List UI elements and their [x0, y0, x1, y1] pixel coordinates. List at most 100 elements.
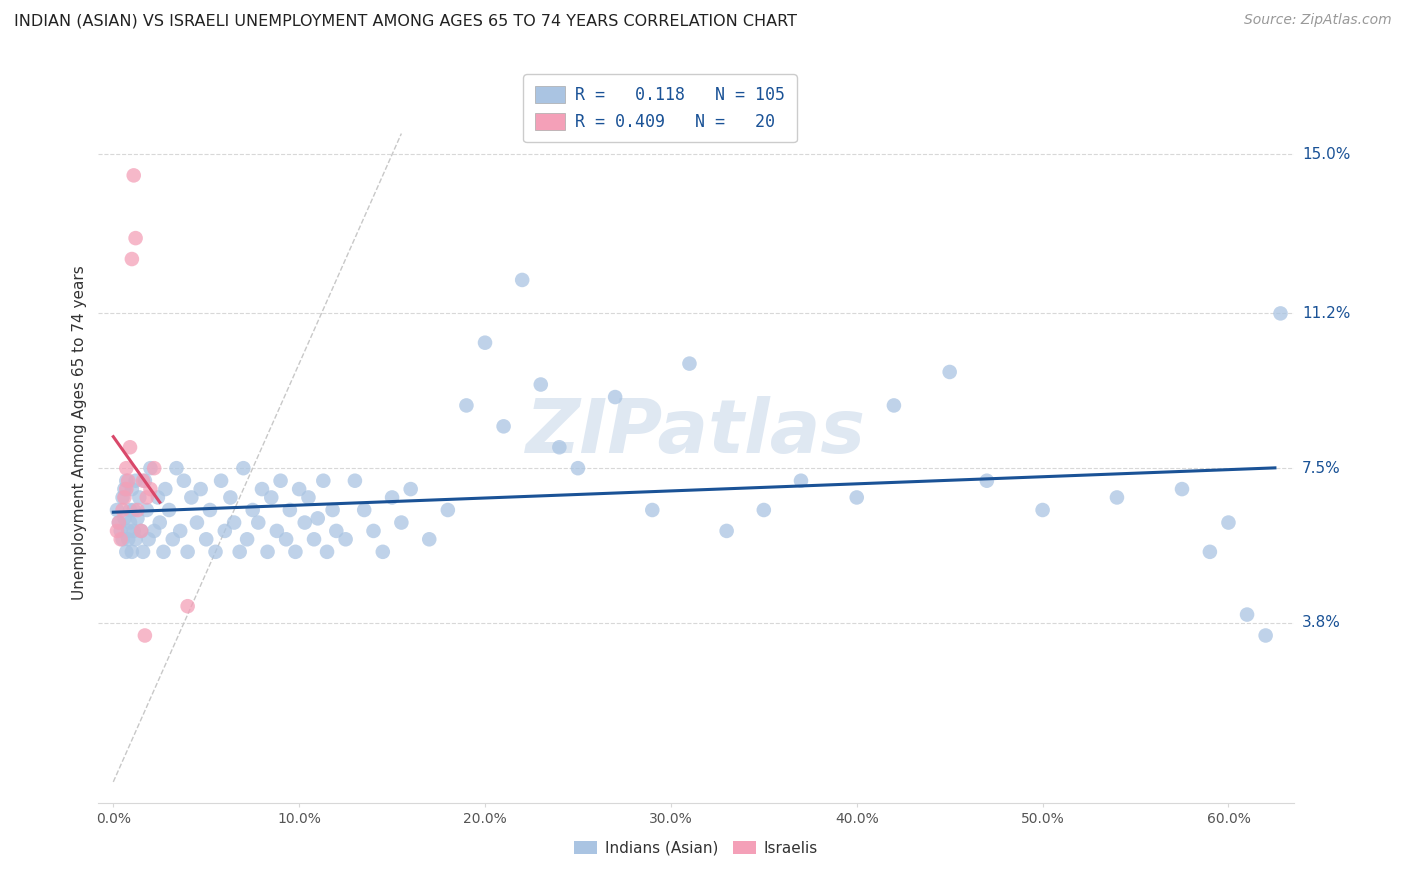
Point [108, 516, 131, 530]
Point [166, 461, 188, 475]
Point [335, 533, 357, 547]
Point [474, 335, 496, 350]
Point [492, 419, 515, 434]
Point [180, 491, 202, 505]
Point [139, 482, 162, 496]
Point [256, 545, 278, 559]
Point [312, 474, 335, 488]
Point [209, 474, 232, 488]
Point [157, 503, 180, 517]
Point [294, 516, 316, 530]
Point [270, 474, 292, 488]
Text: Source: ZipAtlas.com: Source: ZipAtlas.com [1244, 13, 1392, 28]
Point [278, 503, 301, 517]
Point [115, 482, 138, 496]
Point [603, 390, 626, 404]
Point [548, 440, 571, 454]
Point [122, 503, 145, 517]
Point [134, 474, 156, 488]
Point [381, 491, 404, 505]
Point [260, 491, 283, 505]
Point [316, 545, 339, 559]
Point [641, 503, 664, 517]
Text: INDIAN (ASIAN) VS ISRAELI UNEMPLOYMENT AMONG AGES 65 TO 74 YEARS CORRELATION CHA: INDIAN (ASIAN) VS ISRAELI UNEMPLOYMENT A… [14, 13, 797, 29]
Point [110, 524, 132, 538]
Point [399, 482, 422, 496]
Point [1254, 628, 1277, 642]
Point [135, 503, 157, 517]
Point [134, 628, 156, 642]
Point [121, 545, 143, 559]
Point [155, 482, 177, 496]
Point [250, 482, 273, 496]
Point [284, 545, 307, 559]
Point [176, 545, 198, 559]
Point [115, 461, 138, 475]
Point [127, 511, 149, 525]
Point [149, 516, 172, 530]
Point [122, 524, 145, 538]
Point [224, 516, 246, 530]
Point [115, 545, 138, 559]
Text: ZIPatlas: ZIPatlas [526, 396, 866, 469]
Point [110, 533, 132, 547]
Point [214, 524, 236, 538]
Point [678, 357, 700, 371]
Point [111, 533, 134, 547]
Point [132, 474, 155, 488]
Point [114, 482, 136, 496]
Text: 11.2%: 11.2% [1302, 306, 1350, 321]
Point [353, 503, 375, 517]
Point [139, 461, 162, 475]
Point [1236, 607, 1258, 622]
Legend: Indians (Asian), Israelis: Indians (Asian), Israelis [568, 835, 824, 862]
Point [232, 461, 254, 475]
Point [322, 503, 344, 517]
Text: 15.0%: 15.0% [1302, 147, 1350, 162]
Point [228, 545, 250, 559]
Point [108, 516, 131, 530]
Point [752, 503, 775, 517]
Point [105, 503, 128, 517]
Point [117, 524, 139, 538]
Point [173, 474, 195, 488]
Point [302, 533, 325, 547]
Point [186, 516, 208, 530]
Text: 7.5%: 7.5% [1302, 460, 1340, 475]
Point [1032, 503, 1054, 517]
Point [117, 474, 139, 488]
Point [437, 503, 460, 517]
Point [266, 524, 288, 538]
Point [124, 231, 146, 245]
Point [567, 461, 589, 475]
Point [363, 524, 385, 538]
Point [128, 491, 150, 505]
Point [152, 545, 174, 559]
Point [143, 461, 166, 475]
Point [138, 533, 160, 547]
Point [325, 524, 347, 538]
Point [219, 491, 242, 505]
Point [883, 399, 905, 413]
Point [198, 503, 221, 517]
Point [297, 491, 319, 505]
Point [169, 524, 191, 538]
Point [115, 474, 138, 488]
Point [242, 503, 264, 517]
Point [195, 533, 218, 547]
Point [121, 252, 143, 266]
Point [121, 482, 143, 496]
Point [1171, 482, 1194, 496]
Point [124, 474, 146, 488]
Point [1199, 545, 1222, 559]
Point [418, 533, 440, 547]
Point [118, 516, 141, 530]
Point [389, 516, 412, 530]
Point [135, 491, 157, 505]
Point [114, 511, 136, 525]
Point [162, 533, 184, 547]
Point [190, 482, 212, 496]
Point [247, 516, 270, 530]
Point [845, 491, 868, 505]
Point [117, 533, 139, 547]
